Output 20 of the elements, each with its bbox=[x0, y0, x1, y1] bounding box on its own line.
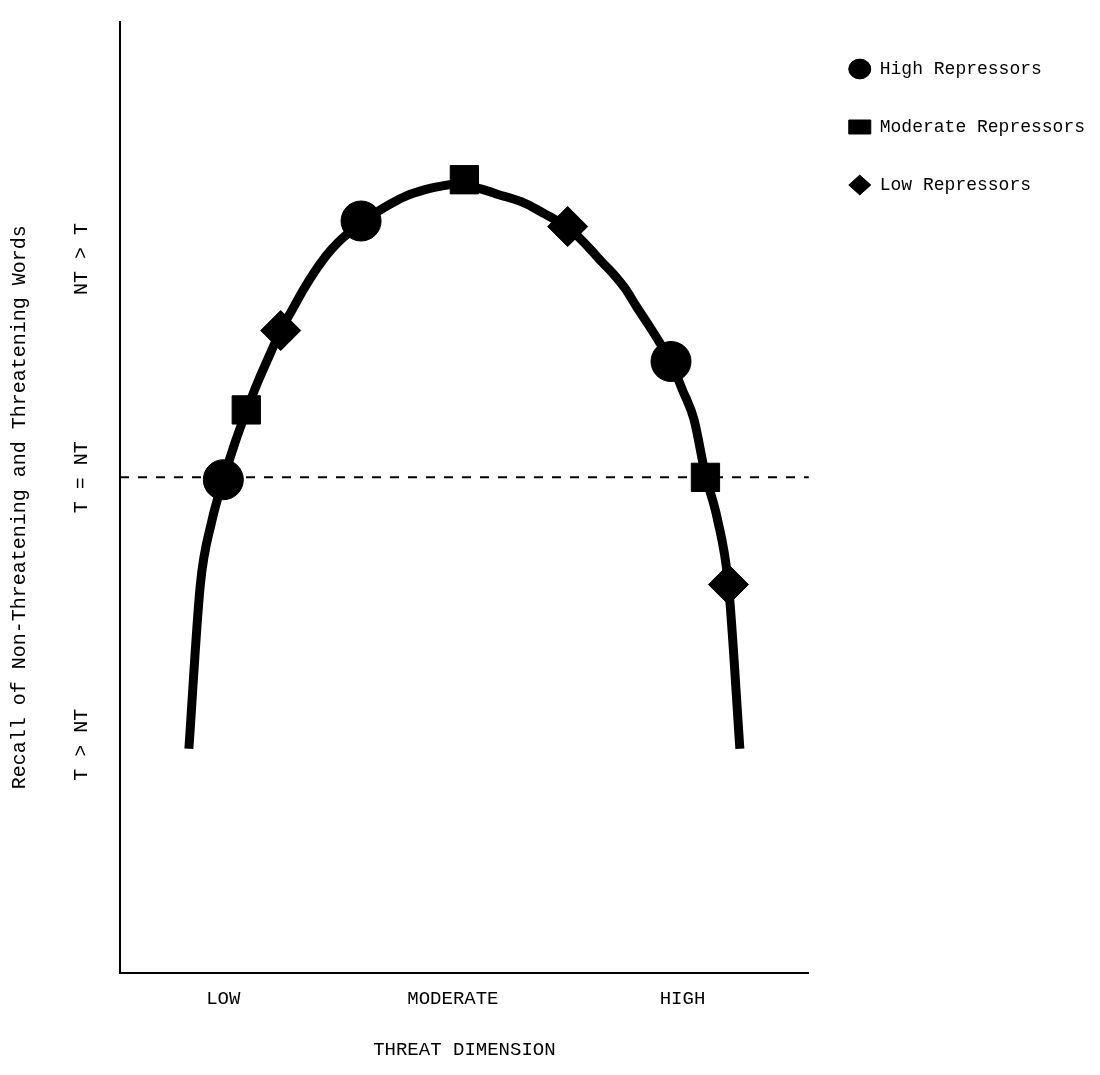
y-axis-title: Recall of Non-Threatening and Threatening Words bbox=[8, 225, 32, 790]
point bbox=[650, 340, 692, 382]
point bbox=[449, 165, 480, 195]
x-tick-label: MODERATE bbox=[407, 987, 499, 1010]
legend-label: Moderate Repressors bbox=[879, 116, 1085, 137]
legend-label: Low Repressors bbox=[879, 174, 1031, 195]
point bbox=[202, 459, 244, 501]
x-tick-label: HIGH bbox=[659, 987, 706, 1010]
legend-label: High Repressors bbox=[879, 58, 1042, 79]
text: T > NT bbox=[70, 708, 94, 781]
point bbox=[690, 462, 721, 492]
point bbox=[260, 310, 302, 352]
point bbox=[340, 200, 382, 242]
text: NT > T bbox=[70, 223, 94, 296]
point bbox=[231, 395, 261, 425]
ref-line-label: T = NT bbox=[70, 441, 94, 514]
x-tick-label: LOW bbox=[206, 987, 242, 1010]
point bbox=[547, 206, 589, 248]
x-axis-title: THREAT DIMENSION bbox=[373, 1038, 556, 1061]
point bbox=[707, 564, 749, 605]
